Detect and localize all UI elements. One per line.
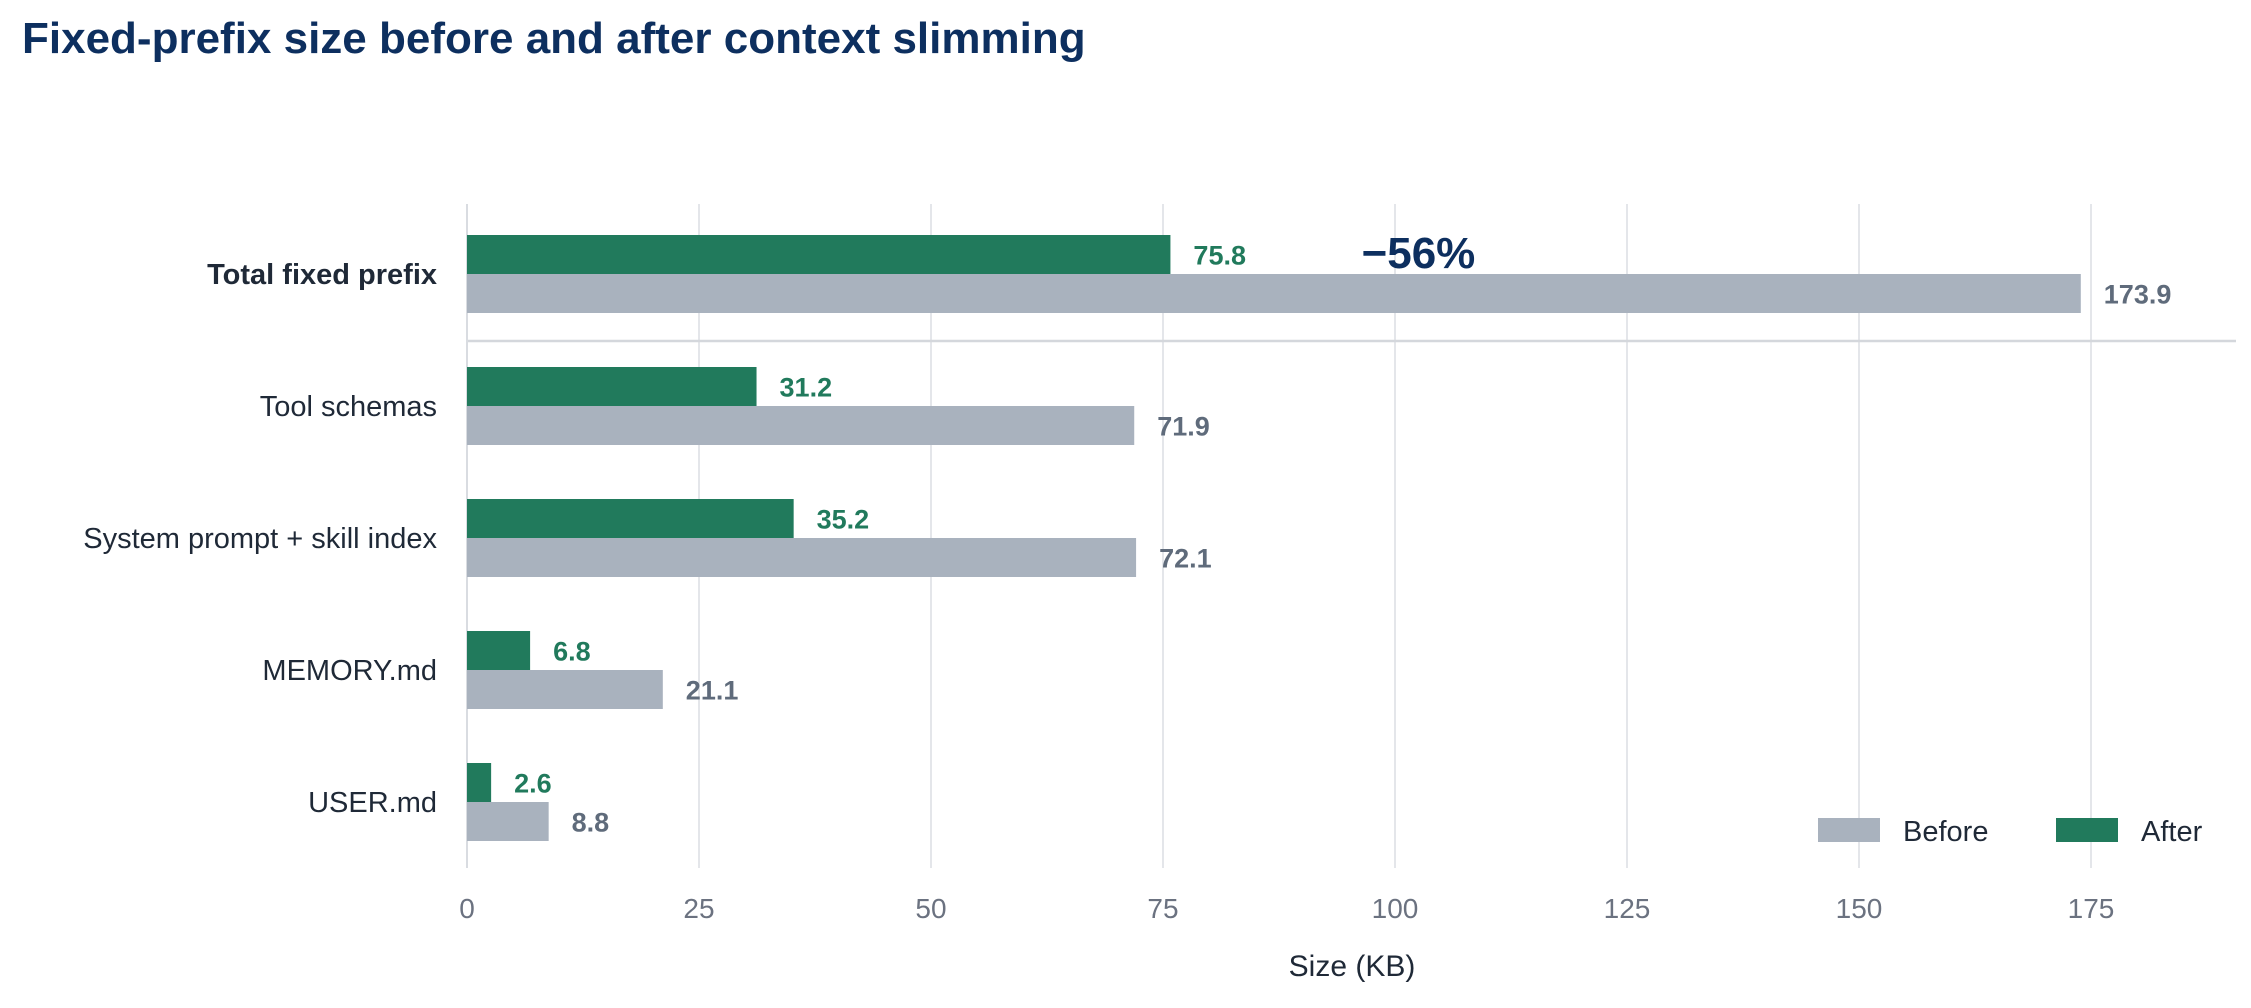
- bar-before: [467, 670, 663, 709]
- bar-before: [467, 274, 2081, 313]
- chart-title: Fixed-prefix size before and after conte…: [22, 14, 1086, 63]
- x-axis-label: Size (KB): [1289, 950, 1416, 983]
- gridlines: [466, 204, 2236, 868]
- bar-after: [467, 499, 794, 538]
- legend: Before After: [1818, 816, 2203, 848]
- legend-label-before: Before: [1903, 816, 1988, 848]
- bar-after: [467, 235, 1171, 274]
- value-label-before: 72.1: [1159, 544, 1212, 574]
- bar-after: [467, 631, 531, 670]
- bar-after: [467, 367, 757, 406]
- bar-after: [467, 763, 492, 802]
- legend-label-after: After: [2141, 816, 2203, 848]
- labels: 0 25 50 75 100 125 150 175 Total fixed prefix 75.…: [83, 229, 2171, 924]
- x-tick-label: 0: [459, 893, 475, 924]
- value-label-before: 71.9: [1157, 412, 1210, 442]
- bar-before: [467, 406, 1135, 445]
- x-tick-label: 125: [1604, 893, 1651, 924]
- value-label-before: 21.1: [686, 676, 739, 706]
- x-tick-label: 50: [915, 893, 946, 924]
- bar-before: [467, 802, 549, 841]
- category-label: USER.md: [308, 787, 437, 819]
- x-tick-label: 175: [2068, 893, 2115, 924]
- value-label-after: 75.8: [1193, 241, 1246, 271]
- bars: [467, 235, 2081, 841]
- category-label: Tool schemas: [260, 391, 437, 423]
- legend-swatch-after: [2056, 818, 2118, 842]
- category-label: System prompt + skill index: [83, 523, 437, 555]
- value-label-after: 31.2: [780, 373, 833, 403]
- category-label: Total fixed prefix: [207, 259, 437, 291]
- reduction-annotation: −56%: [1362, 229, 1476, 278]
- x-tick-label: 100: [1372, 893, 1419, 924]
- x-tick-label: 150: [1836, 893, 1883, 924]
- legend-swatch-before: [1818, 818, 1880, 842]
- value-label-after: 6.8: [553, 637, 591, 667]
- x-tick-label: 75: [1147, 893, 1178, 924]
- category-label: MEMORY.md: [262, 655, 437, 687]
- bar-before: [467, 538, 1137, 577]
- value-label-before: 8.8: [572, 808, 610, 838]
- value-label-after: 35.2: [817, 505, 870, 535]
- value-label-before: 173.9: [2104, 280, 2172, 310]
- value-label-after: 2.6: [514, 769, 552, 799]
- x-tick-label: 25: [683, 893, 714, 924]
